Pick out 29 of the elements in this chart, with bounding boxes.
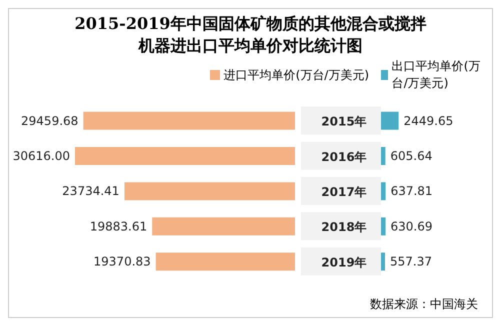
bar	[381, 112, 399, 130]
bar	[75, 147, 295, 165]
data-label: 637.81	[390, 184, 433, 198]
y-tick-label: 2017年	[321, 185, 367, 199]
data-label: 557.37	[390, 254, 432, 269]
bar	[381, 147, 386, 165]
y-tick-label: 2015年	[321, 114, 367, 129]
bar	[381, 252, 386, 271]
bar	[156, 252, 295, 271]
bar	[381, 217, 386, 236]
data-label: 23734.41	[62, 184, 120, 198]
data-label: 19883.61	[90, 219, 148, 234]
data-label: 630.69	[390, 219, 433, 234]
y-tick-label: 2016年	[321, 150, 367, 164]
bar	[152, 217, 295, 236]
data-label: 30616.00	[12, 149, 70, 163]
bar	[124, 182, 295, 200]
data-label: 19370.83	[94, 254, 151, 269]
legend-label: 出口平均单价(万台/万美元)	[392, 58, 482, 92]
data-label: 605.64	[390, 149, 432, 163]
y-tick-label: 2019年	[321, 255, 367, 270]
bar	[83, 112, 295, 130]
chart-title: 2015-2019年中国固体矿物质的其他混合或搅拌机器进出口平均单价对比统计图	[74, 13, 428, 57]
data-label: 2449.65	[404, 114, 454, 128]
data-label: 29459.68	[21, 114, 78, 128]
source-note: 数据来源：中国海关	[370, 296, 478, 313]
legend-label: 进口平均单价(万台/万美元)	[224, 66, 369, 84]
bar	[381, 182, 386, 200]
y-tick-label: 2018年	[321, 220, 367, 234]
